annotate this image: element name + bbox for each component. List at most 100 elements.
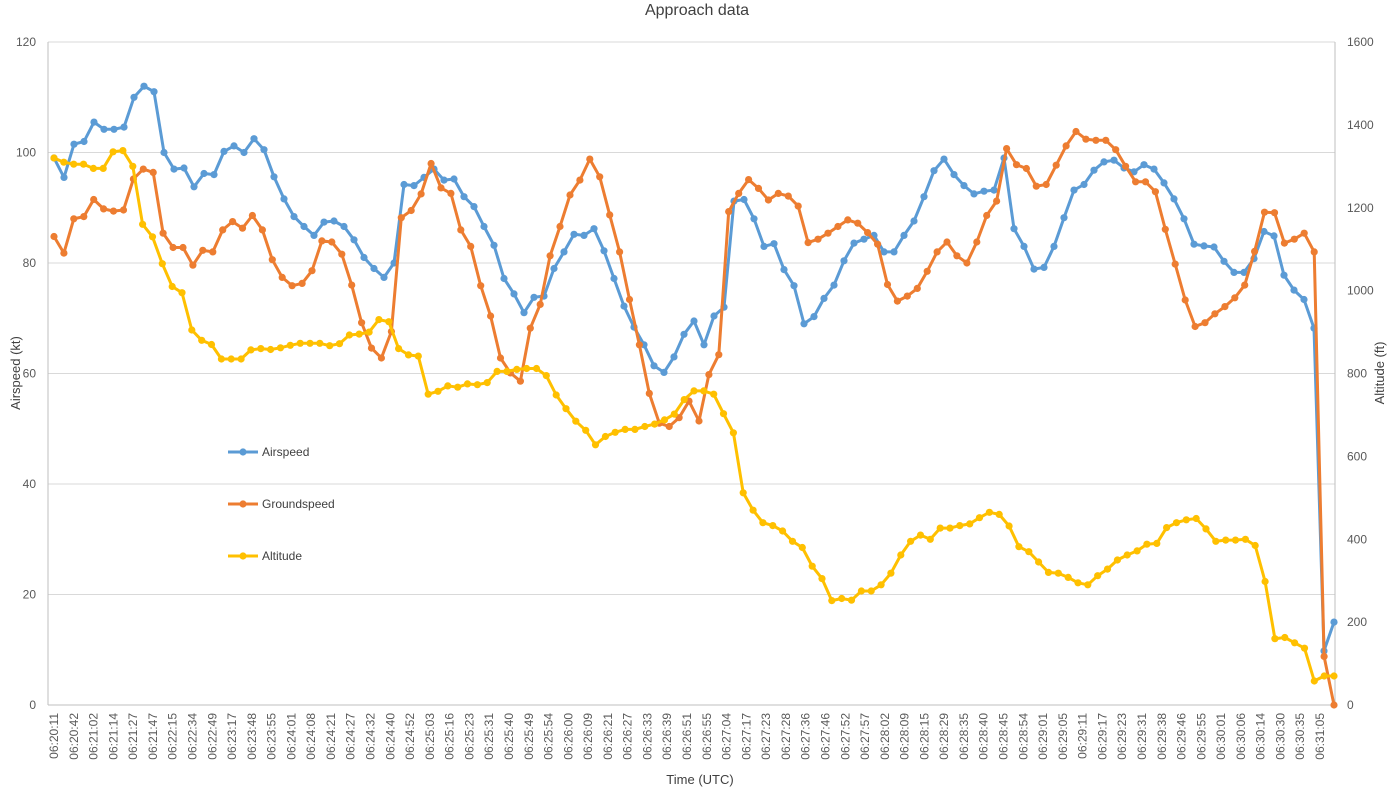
- data-point-airspeed: [230, 142, 238, 150]
- data-point-altitude: [1241, 535, 1249, 543]
- x-tick-label: 06:28:29: [937, 713, 951, 760]
- data-point-altitude: [1271, 635, 1279, 643]
- data-point-groundspeed: [447, 189, 455, 197]
- data-point-altitude: [1015, 543, 1023, 551]
- data-point-airspeed: [1290, 286, 1298, 294]
- data-point-groundspeed: [258, 226, 266, 234]
- data-point-airspeed: [980, 187, 988, 195]
- data-point-altitude: [227, 355, 235, 363]
- data-point-altitude: [1251, 541, 1259, 550]
- gridlines: [48, 41, 1335, 595]
- data-point-groundspeed: [437, 184, 445, 192]
- data-point-airspeed: [250, 135, 258, 143]
- data-point-airspeed: [600, 247, 608, 255]
- data-point-groundspeed: [1320, 652, 1328, 661]
- x-tick-label: 06:21:47: [146, 713, 160, 760]
- x-tick-label: 06:24:32: [364, 713, 378, 760]
- data-point-altitude: [1074, 579, 1082, 587]
- data-point-groundspeed: [417, 190, 425, 198]
- data-point-airspeed: [190, 183, 198, 191]
- data-point-altitude: [680, 396, 688, 404]
- data-point-airspeed: [700, 341, 708, 349]
- data-point-altitude: [611, 428, 619, 436]
- data-point-airspeed: [510, 290, 518, 298]
- data-point-airspeed: [1020, 242, 1028, 250]
- legend-label-groundspeed: Groundspeed: [262, 497, 335, 511]
- data-point-groundspeed: [824, 229, 832, 237]
- x-tick-label: 06:24:21: [324, 713, 338, 760]
- data-point-airspeed: [1150, 165, 1158, 173]
- data-point-altitude: [168, 282, 176, 291]
- data-point-groundspeed: [1310, 248, 1318, 256]
- data-point-groundspeed: [635, 341, 644, 349]
- x-tick-label: 06:24:08: [304, 713, 318, 760]
- x-tick-label: 06:26:09: [581, 713, 595, 760]
- series-line-altitude: [53, 149, 1334, 683]
- data-point-altitude: [306, 339, 314, 347]
- x-tick-label: 06:26:33: [640, 713, 654, 760]
- data-point-groundspeed: [328, 238, 336, 246]
- data-point-groundspeed: [864, 229, 872, 237]
- data-point-altitude: [1320, 672, 1328, 680]
- data-point-altitude: [267, 345, 275, 354]
- data-point-altitude: [286, 341, 294, 349]
- data-point-altitude: [651, 420, 659, 428]
- data-point-groundspeed: [784, 192, 792, 200]
- data-point-altitude: [1261, 577, 1269, 586]
- data-point-airspeed: [1110, 156, 1118, 164]
- data-point-groundspeed: [1181, 296, 1189, 304]
- data-point-altitude: [759, 519, 767, 527]
- data-point-altitude: [1281, 633, 1289, 642]
- x-tick-label: 06:24:27: [344, 713, 358, 760]
- data-point-airspeed: [410, 182, 418, 190]
- data-point-groundspeed: [50, 232, 58, 241]
- data-point-airspeed: [810, 313, 818, 321]
- data-point-altitude: [532, 364, 541, 373]
- x-tick-label: 06:23:55: [265, 713, 279, 760]
- data-point-altitude: [1202, 525, 1210, 533]
- data-point-airspeed: [130, 93, 138, 101]
- data-point-altitude: [729, 429, 738, 437]
- data-point-groundspeed: [1141, 178, 1150, 186]
- data-point-altitude: [1054, 569, 1062, 577]
- data-point-altitude: [473, 381, 481, 389]
- x-tick-label: 06:29:17: [1095, 713, 1109, 760]
- data-point-altitude: [414, 352, 422, 360]
- data-point-groundspeed: [1012, 161, 1021, 169]
- data-point-airspeed: [710, 312, 718, 320]
- data-point-airspeed: [1060, 214, 1068, 222]
- data-point-airspeed: [120, 123, 128, 131]
- data-point-altitude: [158, 260, 166, 268]
- x-tick-label: 06:27:04: [720, 713, 734, 760]
- x-tick-label: 06:28:40: [977, 713, 991, 760]
- data-point-airspeed: [160, 148, 168, 157]
- data-point-altitude: [1133, 547, 1141, 555]
- x-tick-label: 06:28:35: [957, 713, 971, 760]
- data-point-altitude: [1005, 522, 1013, 530]
- data-point-airspeed: [1140, 161, 1148, 169]
- data-point-groundspeed: [774, 189, 782, 197]
- data-point-altitude: [1300, 644, 1309, 652]
- data-point-groundspeed: [1231, 294, 1239, 302]
- y2-tick-label: 0: [1347, 698, 1354, 712]
- data-point-altitude: [50, 154, 58, 162]
- data-point-groundspeed: [169, 243, 177, 252]
- data-point-airspeed: [110, 125, 118, 133]
- data-point-groundspeed: [229, 218, 237, 226]
- y-tick-label: 0: [29, 698, 36, 712]
- data-point-altitude: [700, 387, 708, 395]
- data-point-groundspeed: [179, 243, 187, 252]
- data-point-altitude: [601, 432, 610, 441]
- x-tick-label: 06:27:36: [799, 713, 813, 760]
- x-tick-label: 06:25:49: [522, 713, 536, 760]
- data-point-altitude: [109, 148, 117, 156]
- x-tick-label: 06:25:03: [423, 713, 437, 760]
- data-point-groundspeed: [1112, 146, 1120, 154]
- data-point-groundspeed: [149, 168, 157, 176]
- data-point-altitude: [956, 522, 964, 530]
- data-point-groundspeed: [695, 417, 703, 425]
- data-point-altitude: [79, 160, 88, 168]
- data-point-altitude: [375, 316, 383, 324]
- data-point-airspeed: [740, 195, 748, 204]
- x-tick-label: 06:30:01: [1214, 713, 1228, 760]
